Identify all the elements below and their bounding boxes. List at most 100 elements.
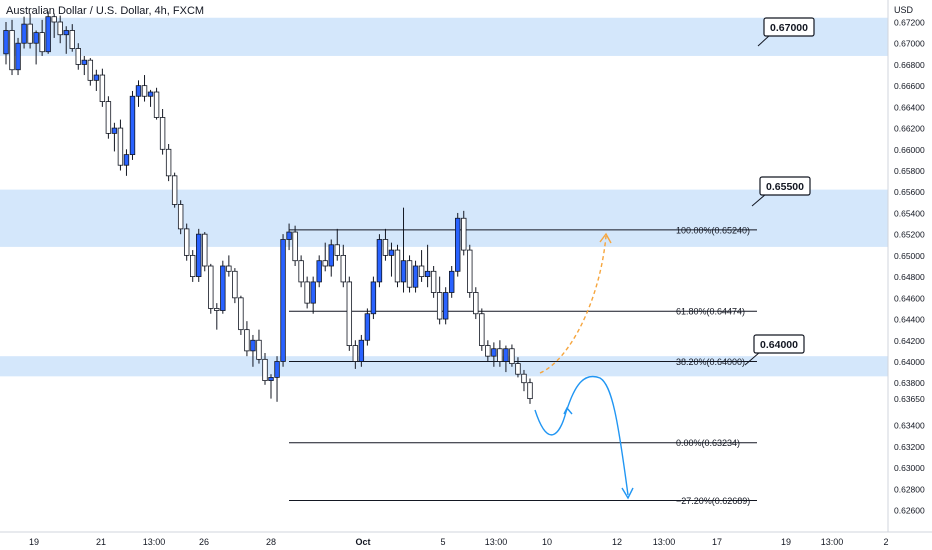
candle-body [491,348,497,357]
candle-body [430,270,437,293]
candle-body [256,339,262,360]
candle-body [93,74,100,81]
candlesticks [3,11,533,404]
candle-body [208,265,214,309]
candle-body [310,281,316,304]
candle-body [473,292,479,315]
candle-body [340,254,346,283]
candle-body [33,32,39,44]
price-tick-label: 0.63000 [894,463,925,473]
candle-body [27,23,33,44]
candle-body [358,339,365,362]
candle-body [515,363,521,375]
candle-body [316,260,322,283]
price-tick-label: 0.62800 [894,484,925,494]
candle-body [75,48,81,65]
candle-body [81,59,87,65]
candle-body [527,382,533,400]
price-tick-label: 0.67000 [894,39,925,49]
zone-0 [0,17,888,56]
price-tick-label: 0.65000 [894,251,925,261]
callout-box [759,176,811,196]
candle-body [334,244,340,256]
candle-body [382,239,389,256]
time-tick-label: 19 [781,537,791,547]
callout-pointer [757,34,771,47]
candle-body [3,30,9,55]
callout-p64: 0.64000 [744,334,805,366]
candle-body [111,127,118,134]
candle-body [15,42,21,71]
price-tick-label: 0.66000 [894,145,925,155]
candle-body [412,265,419,288]
candle-body [183,228,190,256]
price-tick-label: 0.62600 [894,506,925,516]
candle-body [232,270,238,299]
candle-body [141,85,148,97]
candle-body [497,348,503,362]
time-axis: 19 21 13:00 26 28 Oct 5 13:00 10 12 13:00 17 19 13:00… [0,531,932,547]
candle-body [292,231,298,262]
candle-body [388,249,395,256]
time-tick-label: 10 [542,537,552,547]
candle-body [159,117,166,150]
candle-body [123,154,130,166]
price-tick-label: 0.63650 [894,394,925,404]
candle-body [322,260,328,267]
candle-body [479,313,485,346]
fib-label-0: 100.00%(0.65240) [676,225,750,235]
price-tick-label: 0.63200 [894,442,925,452]
candle-body [39,32,45,53]
candle-body [262,358,268,381]
candle-body [352,345,359,362]
price-tick-label: 0.64200 [894,336,925,346]
callout-text: 0.65500 [766,181,804,193]
bullish-arrow-head [599,232,612,244]
time-tick-label: 13:00 [653,537,676,547]
candle-body [328,244,334,267]
time-tick-label: 2 [883,537,888,547]
candle-body [298,260,304,283]
candle-body [521,373,527,384]
bearish-projection-arrow [534,375,629,496]
candle-body [442,292,449,320]
candle-body [238,297,244,331]
candle-body [87,59,94,81]
time-tick-label: 13:00 [143,537,166,547]
fib-label-2: 38.20%(0.64000) [676,357,745,367]
candle-body [250,339,256,352]
callout-p655: 0.65500 [751,176,811,207]
projection-arrows [534,232,634,500]
candle-body [202,233,208,267]
price-tick-label: 0.64400 [894,315,925,325]
candle-body [485,345,491,357]
candle-body [364,313,371,341]
candle-body [220,265,226,311]
candle-body [105,101,112,134]
candle-body [165,148,172,177]
candle-body [418,265,425,278]
fibonacci-levels: 100.00%(0.65240) 61.80%(0.64474) 38.20%(0.… [289,225,757,506]
price-tick-label: 0.65400 [894,208,925,218]
time-tick-label: 21 [96,537,106,547]
price-tick-label: 0.64000 [894,357,925,367]
bullish-projection-arrow [539,235,607,374]
candle-body [244,329,250,352]
candle-body [99,74,106,102]
candle-body [370,281,377,315]
price-tick-label: 0.64600 [894,293,925,303]
candle-body [455,217,461,272]
candle-body [436,292,443,320]
candle-body [171,175,178,205]
fib-label-1: 61.80%(0.64474) [676,307,745,317]
candle-body [135,85,142,97]
candle-body [117,127,124,166]
callout-p67: 0.67000 [757,17,815,47]
price-tick-label: 0.64800 [894,272,925,282]
candle-body [503,348,509,362]
candle-body [376,239,383,283]
candle-body [268,376,274,381]
candle-body [9,30,15,71]
candle-body [280,239,286,362]
